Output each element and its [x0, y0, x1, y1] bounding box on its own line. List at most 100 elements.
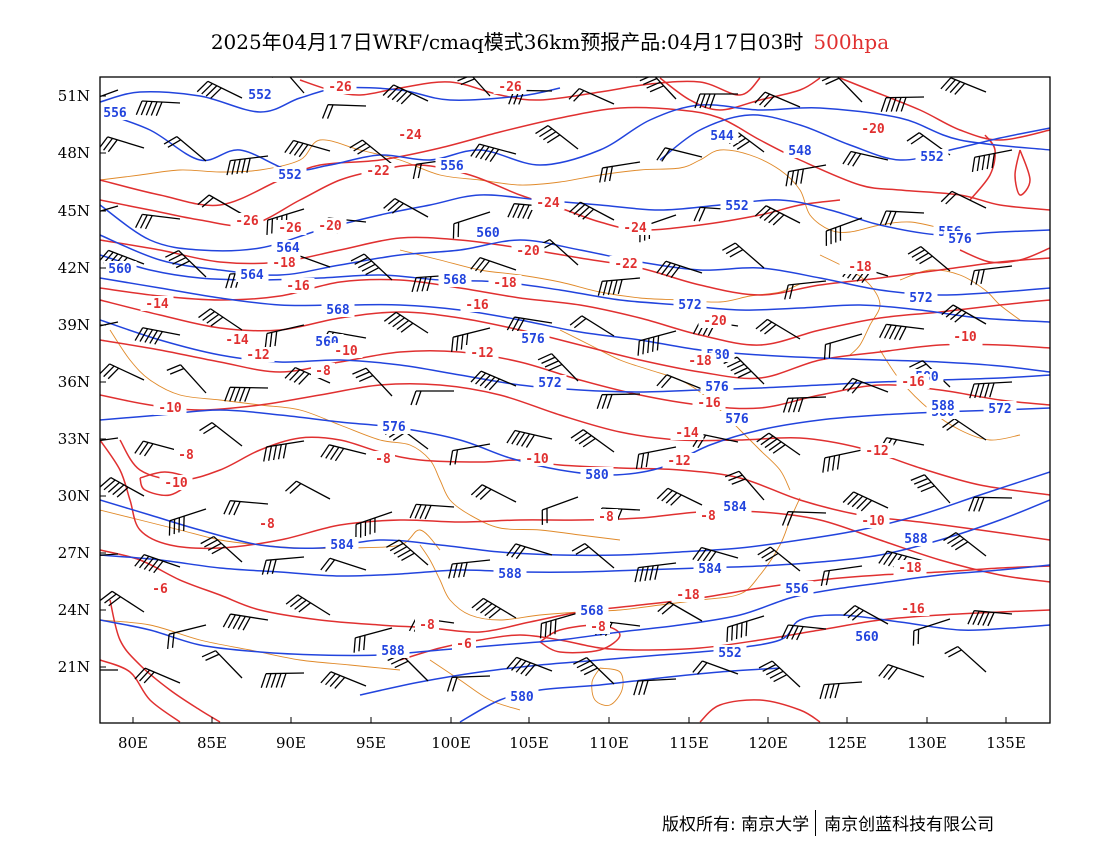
wind-barb — [879, 323, 925, 341]
wind-barb — [967, 610, 1013, 627]
temperature-contours — [100, 77, 1050, 723]
wind-barb — [196, 80, 243, 99]
height-contour-label: 556 — [785, 582, 809, 597]
wind-barb — [971, 149, 1013, 173]
pressure-level: 500hpa — [813, 30, 890, 54]
wind-barb — [782, 396, 827, 413]
wind-barb — [568, 87, 615, 105]
lon-axis: 80E 85E 90E 95E 100E 105E 110E 115E 120E 125E 130E… — [118, 717, 1026, 752]
temp-contour-label: -8 — [590, 620, 606, 635]
temp-contour-label: -12 — [470, 346, 493, 361]
wind-barbs — [100, 77, 1013, 700]
temp-contour-label: -16 — [697, 396, 721, 411]
temp-contour-label: -14 — [145, 297, 169, 312]
wind-barb — [383, 311, 429, 334]
temp-contour-label: -20 — [861, 122, 885, 137]
wind-barb — [694, 93, 738, 109]
wind-barb — [382, 84, 429, 105]
title-main: 2025年04月17日WRF/cmaq模式36km预报产品:04月17日03时 — [210, 30, 804, 54]
temp-contour-label: -26 — [278, 221, 302, 236]
temp-contour-label: -10 — [525, 452, 549, 467]
wind-barb — [163, 136, 207, 162]
wind-barb — [165, 250, 207, 278]
wind-barb — [199, 422, 243, 447]
height-contour-label: 564 — [240, 268, 264, 283]
wind-barb — [825, 217, 863, 246]
lat-tick-label: 45N — [58, 202, 90, 220]
height-contour-label: 576 — [948, 232, 972, 247]
wind-barb — [320, 557, 367, 572]
wind-barb — [880, 96, 925, 112]
height-contour-label: 588 — [904, 532, 928, 547]
wind-barb — [320, 444, 367, 462]
lon-tick-label: 80E — [118, 734, 148, 752]
temp-contour-label: -10 — [953, 330, 977, 345]
wind-barb — [571, 543, 615, 569]
height-labels: 556 552 552 556 544 548 552 552 556 560 564 564 568 5… — [100, 87, 1017, 705]
wind-barb — [842, 150, 889, 167]
wind-barb — [449, 443, 491, 466]
wind-barb — [135, 100, 181, 117]
wind-barb — [656, 147, 703, 162]
wind-barb — [285, 594, 331, 616]
wind-barb — [201, 650, 243, 679]
temp-contour-label: -12 — [246, 348, 269, 363]
wind-barb — [470, 370, 517, 391]
temp-contour-label: -8 — [419, 618, 435, 633]
wind-barb — [940, 190, 987, 209]
lon-tick-label: 85E — [197, 734, 227, 752]
lat-tick-label: 21N — [58, 658, 90, 676]
wind-barb — [940, 77, 987, 95]
lat-tick-label: 27N — [58, 544, 90, 562]
lon-tick-label: 125E — [827, 734, 867, 752]
temp-contour-label: -26 — [498, 80, 522, 95]
lon-tick-label: 130E — [907, 734, 947, 752]
wind-barb — [596, 393, 641, 409]
temp-contour-label: -8 — [178, 448, 194, 463]
height-contour-label: 556 — [103, 106, 127, 121]
wind-barb — [785, 164, 827, 187]
wind-barb — [943, 532, 987, 557]
wind-barb — [260, 672, 305, 688]
lat-tick-label: 48N — [58, 144, 90, 162]
wind-barb — [843, 605, 889, 625]
temp-contour-label: -6 — [152, 582, 168, 597]
temp-contour-label: -8 — [259, 517, 275, 532]
wind-barb — [692, 660, 739, 675]
wind-barb — [100, 205, 119, 218]
height-contour-label: 564 — [276, 241, 300, 256]
wind-barb — [134, 440, 181, 457]
wind-barb — [537, 353, 579, 382]
wind-barb — [223, 500, 269, 516]
temp-labels: -26 -26 -24 -22 -20 -26 -24 -20 -26 -24 -18 -16 -20 -… — [140, 79, 983, 652]
wind-barb — [755, 318, 801, 340]
temp-contour-label: -10 — [158, 401, 182, 416]
wind-barb — [822, 449, 863, 473]
wind-barb — [944, 646, 987, 673]
wind-barb — [570, 429, 615, 453]
borders-layer — [100, 139, 1021, 711]
wind-barb — [541, 496, 579, 525]
height-contour-label: 576 — [725, 412, 749, 427]
height-contour-label: 560 — [476, 226, 500, 241]
wind-barb — [320, 671, 367, 689]
height-contour-label: 584 — [723, 500, 747, 515]
wind-barb — [100, 553, 119, 558]
height-contour-label: 552 — [920, 150, 943, 165]
temp-contour-label: -22 — [366, 164, 389, 179]
wind-barb — [539, 612, 579, 639]
height-contour-label: 572 — [988, 402, 1011, 417]
wind-barb — [321, 104, 367, 119]
height-contour-label: 588 — [381, 644, 405, 659]
wind-barb — [134, 667, 181, 684]
height-contour-label: 568 — [443, 273, 467, 288]
lat-tick-label: 42N — [58, 259, 90, 277]
temp-contour-label: -14 — [675, 426, 699, 441]
wind-barb — [597, 277, 641, 296]
wind-barb — [569, 315, 615, 337]
wind-barb — [285, 480, 331, 500]
lat-tick-label: 24N — [58, 601, 90, 619]
height-contour-label: 552 — [725, 199, 748, 214]
lon-tick-label: 95E — [356, 734, 386, 752]
temp-contour-label: -10 — [334, 344, 358, 359]
